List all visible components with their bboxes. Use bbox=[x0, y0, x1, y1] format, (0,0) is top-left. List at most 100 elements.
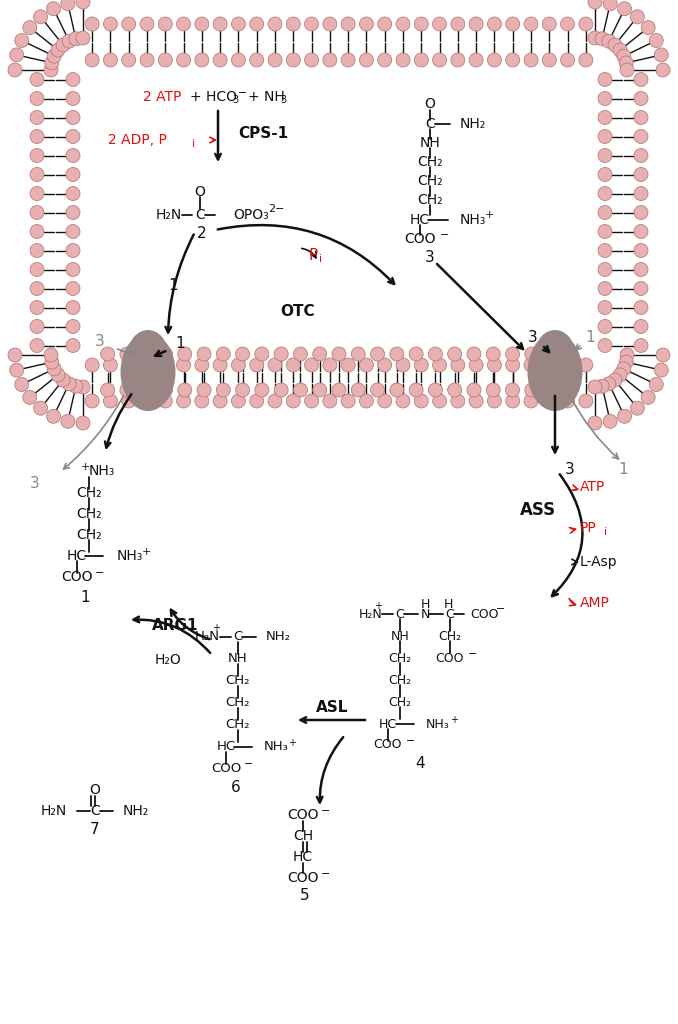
Circle shape bbox=[561, 17, 574, 31]
Text: 5: 5 bbox=[300, 888, 310, 902]
Circle shape bbox=[66, 244, 80, 257]
Circle shape bbox=[524, 53, 538, 67]
Text: C: C bbox=[396, 607, 404, 621]
Circle shape bbox=[602, 377, 616, 391]
Text: O: O bbox=[89, 783, 100, 797]
Circle shape bbox=[341, 358, 355, 372]
Circle shape bbox=[85, 53, 99, 67]
Circle shape bbox=[213, 53, 227, 67]
Text: −: − bbox=[406, 736, 416, 746]
Circle shape bbox=[588, 31, 602, 45]
Circle shape bbox=[451, 53, 465, 67]
Circle shape bbox=[323, 17, 337, 31]
Circle shape bbox=[158, 394, 172, 408]
Text: HC: HC bbox=[410, 213, 430, 227]
Circle shape bbox=[433, 53, 447, 67]
Circle shape bbox=[396, 358, 410, 372]
Circle shape bbox=[140, 17, 154, 31]
Circle shape bbox=[66, 206, 80, 219]
Ellipse shape bbox=[535, 330, 575, 378]
Text: OPO₃: OPO₃ bbox=[233, 208, 268, 222]
Text: H: H bbox=[420, 597, 430, 610]
Circle shape bbox=[631, 10, 644, 24]
Circle shape bbox=[268, 358, 282, 372]
Text: NH₂: NH₂ bbox=[266, 631, 291, 643]
Circle shape bbox=[274, 383, 288, 397]
Text: + NH: + NH bbox=[248, 90, 285, 104]
Circle shape bbox=[378, 53, 392, 67]
Circle shape bbox=[304, 17, 319, 31]
Circle shape bbox=[23, 20, 37, 35]
Circle shape bbox=[66, 262, 80, 276]
Circle shape bbox=[608, 38, 622, 52]
Circle shape bbox=[104, 17, 117, 31]
Text: 6: 6 bbox=[231, 779, 241, 795]
Text: NH₃: NH₃ bbox=[426, 718, 450, 730]
Text: CH₂: CH₂ bbox=[417, 155, 443, 169]
Circle shape bbox=[359, 358, 374, 372]
Circle shape bbox=[634, 339, 648, 352]
Text: 1: 1 bbox=[80, 590, 89, 604]
Circle shape bbox=[524, 358, 538, 372]
Circle shape bbox=[34, 10, 47, 24]
Text: COO: COO bbox=[287, 871, 319, 885]
Text: NH: NH bbox=[391, 630, 410, 642]
Text: COO: COO bbox=[61, 570, 93, 584]
Circle shape bbox=[122, 17, 136, 31]
Circle shape bbox=[122, 358, 136, 372]
Circle shape bbox=[158, 53, 172, 67]
Text: ASS: ASS bbox=[520, 501, 556, 519]
Text: L-Asp: L-Asp bbox=[580, 555, 618, 569]
Circle shape bbox=[294, 383, 307, 397]
Circle shape bbox=[595, 32, 609, 46]
Circle shape bbox=[30, 206, 44, 219]
Circle shape bbox=[506, 17, 520, 31]
Circle shape bbox=[563, 347, 578, 361]
Text: 3: 3 bbox=[565, 463, 575, 477]
Text: NH₂: NH₂ bbox=[460, 117, 486, 131]
Circle shape bbox=[104, 53, 117, 67]
Circle shape bbox=[414, 394, 428, 408]
Circle shape bbox=[139, 383, 153, 397]
Text: COO: COO bbox=[470, 607, 498, 621]
Circle shape bbox=[15, 378, 28, 391]
Text: O: O bbox=[424, 97, 435, 111]
Circle shape bbox=[506, 358, 520, 372]
Circle shape bbox=[30, 129, 44, 143]
Text: 3: 3 bbox=[425, 250, 435, 264]
Circle shape bbox=[341, 17, 355, 31]
Circle shape bbox=[613, 43, 627, 57]
Circle shape bbox=[30, 282, 44, 296]
Circle shape bbox=[216, 347, 231, 361]
Circle shape bbox=[433, 17, 447, 31]
Circle shape bbox=[176, 53, 191, 67]
Circle shape bbox=[634, 168, 648, 181]
Circle shape bbox=[598, 319, 612, 334]
Circle shape bbox=[598, 282, 612, 296]
Circle shape bbox=[30, 300, 44, 314]
Circle shape bbox=[634, 244, 648, 257]
Circle shape bbox=[120, 347, 134, 361]
Text: 3: 3 bbox=[280, 95, 286, 105]
Circle shape bbox=[506, 383, 519, 397]
Circle shape bbox=[30, 111, 44, 125]
Text: −: − bbox=[244, 759, 254, 769]
Circle shape bbox=[561, 394, 574, 408]
Circle shape bbox=[47, 410, 60, 423]
Circle shape bbox=[486, 383, 500, 397]
Circle shape bbox=[66, 186, 80, 201]
Circle shape bbox=[414, 17, 428, 31]
Circle shape bbox=[313, 347, 327, 361]
Circle shape bbox=[304, 358, 319, 372]
Circle shape bbox=[250, 53, 264, 67]
Circle shape bbox=[66, 91, 80, 105]
Circle shape bbox=[525, 347, 539, 361]
Ellipse shape bbox=[527, 333, 582, 411]
Text: CH₂: CH₂ bbox=[388, 651, 412, 665]
Circle shape bbox=[69, 379, 83, 393]
Circle shape bbox=[76, 31, 90, 45]
Circle shape bbox=[66, 148, 80, 163]
Ellipse shape bbox=[128, 330, 168, 378]
Circle shape bbox=[588, 416, 602, 430]
Text: 4: 4 bbox=[415, 757, 425, 771]
